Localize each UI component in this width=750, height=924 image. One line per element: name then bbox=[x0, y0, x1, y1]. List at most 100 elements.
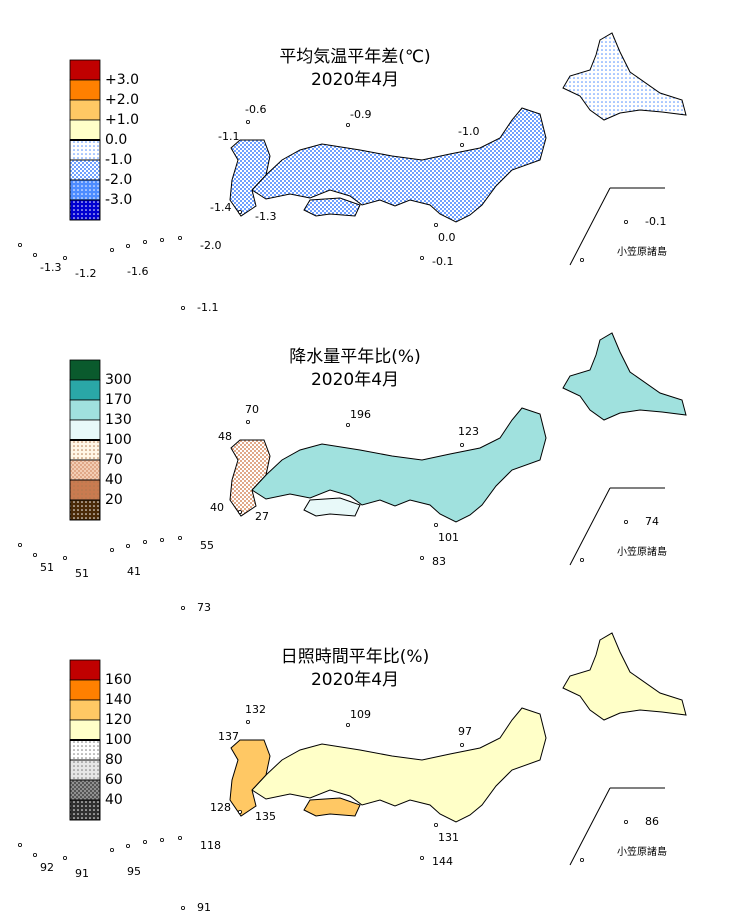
island bbox=[237, 809, 242, 814]
honshu bbox=[251, 407, 547, 523]
island bbox=[63, 255, 68, 260]
island bbox=[419, 855, 424, 860]
map-panel: 降水量平年比(%) 2020年4月 300 170 130 100 70 40 20 70 196 4… bbox=[17, 332, 687, 614]
island bbox=[345, 423, 350, 428]
legend-label: -1.0 bbox=[105, 152, 132, 168]
legend-label: 160 bbox=[105, 672, 132, 688]
map-panel: 平均気温平年差(℃) 2020年4月 +3.0 +2.0 +1.0 0.0 -1.0 -2.0… bbox=[17, 32, 687, 314]
station-value: 0.0 bbox=[438, 231, 456, 244]
station-value: -1.4 bbox=[210, 201, 231, 214]
legend-swatch bbox=[69, 379, 101, 401]
legend-label: -3.0 bbox=[105, 192, 132, 208]
station-value: -0.6 bbox=[245, 103, 266, 116]
legend-label: 80 bbox=[105, 752, 123, 768]
legend-pattern bbox=[69, 139, 101, 161]
island bbox=[580, 557, 585, 562]
legend-label: +2.0 bbox=[105, 92, 139, 108]
station-value: -1.3 bbox=[255, 210, 276, 223]
island bbox=[159, 237, 164, 242]
legend-label: 130 bbox=[105, 412, 132, 428]
island bbox=[110, 847, 115, 852]
station-value: -0.9 bbox=[350, 108, 371, 121]
island bbox=[180, 905, 185, 910]
shikoku bbox=[303, 197, 361, 217]
map-subtitle: 2020年4月 bbox=[311, 370, 399, 390]
station-value: -1.0 bbox=[458, 125, 479, 138]
island bbox=[17, 242, 22, 247]
legend-swatch bbox=[69, 679, 101, 701]
station-value: 135 bbox=[255, 810, 276, 823]
region-label: 小笠原諸島 bbox=[617, 245, 667, 258]
legend-pattern bbox=[69, 779, 101, 801]
station-value: 48 bbox=[218, 430, 232, 443]
map-title: 降水量平年比(%) bbox=[289, 347, 420, 367]
legend-label: 0.0 bbox=[105, 132, 127, 148]
station-value: 27 bbox=[255, 510, 269, 523]
kyushu bbox=[229, 439, 271, 517]
legend-pattern bbox=[69, 479, 101, 501]
hokkaido bbox=[562, 332, 687, 421]
legend-label: 120 bbox=[105, 712, 132, 728]
legend-label: 100 bbox=[105, 432, 132, 448]
hokkaido bbox=[562, 632, 687, 721]
island bbox=[126, 243, 131, 248]
island bbox=[580, 857, 585, 862]
map-title: 日照時間平年比(%) bbox=[281, 647, 429, 667]
island bbox=[142, 539, 147, 544]
island bbox=[177, 835, 182, 840]
legend-label: 40 bbox=[105, 472, 123, 488]
island bbox=[245, 420, 250, 425]
station-value: 144 bbox=[432, 855, 453, 868]
legend-label: -2.0 bbox=[105, 172, 132, 188]
legend-pattern bbox=[69, 799, 101, 821]
station-value: 51 bbox=[75, 567, 89, 580]
station-value: 51 bbox=[40, 561, 54, 574]
legend-swatch bbox=[69, 399, 101, 421]
station-value: 95 bbox=[127, 865, 141, 878]
island bbox=[419, 555, 424, 560]
island bbox=[345, 723, 350, 728]
island bbox=[33, 552, 38, 557]
island bbox=[624, 219, 629, 224]
legend-pattern bbox=[69, 439, 101, 461]
station-value: 101 bbox=[438, 531, 459, 544]
island bbox=[459, 142, 464, 147]
kyushu bbox=[229, 139, 271, 217]
region-label: 小笠原諸島 bbox=[617, 545, 667, 558]
legend-swatch bbox=[69, 79, 101, 101]
map-panel: 日照時間平年比(%) 2020年4月 160 140 120 100 80 60 40 132 10… bbox=[17, 632, 687, 914]
legend-swatch bbox=[69, 419, 101, 441]
station-value: 83 bbox=[432, 555, 446, 568]
island bbox=[110, 547, 115, 552]
island bbox=[63, 855, 68, 860]
island bbox=[17, 542, 22, 547]
station-value: 91 bbox=[75, 867, 89, 880]
inset-line bbox=[569, 487, 611, 566]
station-value: 97 bbox=[458, 725, 472, 738]
legend-label: 60 bbox=[105, 772, 123, 788]
island bbox=[245, 120, 250, 125]
legend-label: 20 bbox=[105, 492, 123, 508]
island bbox=[580, 257, 585, 262]
station-value: -0.1 bbox=[432, 255, 453, 268]
island bbox=[33, 252, 38, 257]
station-value: 70 bbox=[245, 403, 259, 416]
island bbox=[63, 555, 68, 560]
island bbox=[459, 442, 464, 447]
station-value: 92 bbox=[40, 861, 54, 874]
island bbox=[180, 605, 185, 610]
station-value: 131 bbox=[438, 831, 459, 844]
island bbox=[17, 842, 22, 847]
legend-pattern bbox=[69, 199, 101, 221]
map-title: 平均気温平年差(℃) bbox=[279, 47, 430, 67]
legend-pattern bbox=[69, 179, 101, 201]
station-value: 73 bbox=[197, 601, 211, 614]
honshu bbox=[251, 107, 547, 223]
station-value: 86 bbox=[645, 815, 659, 828]
legend-label: 170 bbox=[105, 392, 132, 408]
station-value: 132 bbox=[245, 703, 266, 716]
legend-swatch bbox=[69, 99, 101, 121]
legend-swatch bbox=[69, 119, 101, 141]
legend-pattern bbox=[69, 459, 101, 481]
station-value: -0.1 bbox=[645, 215, 666, 228]
